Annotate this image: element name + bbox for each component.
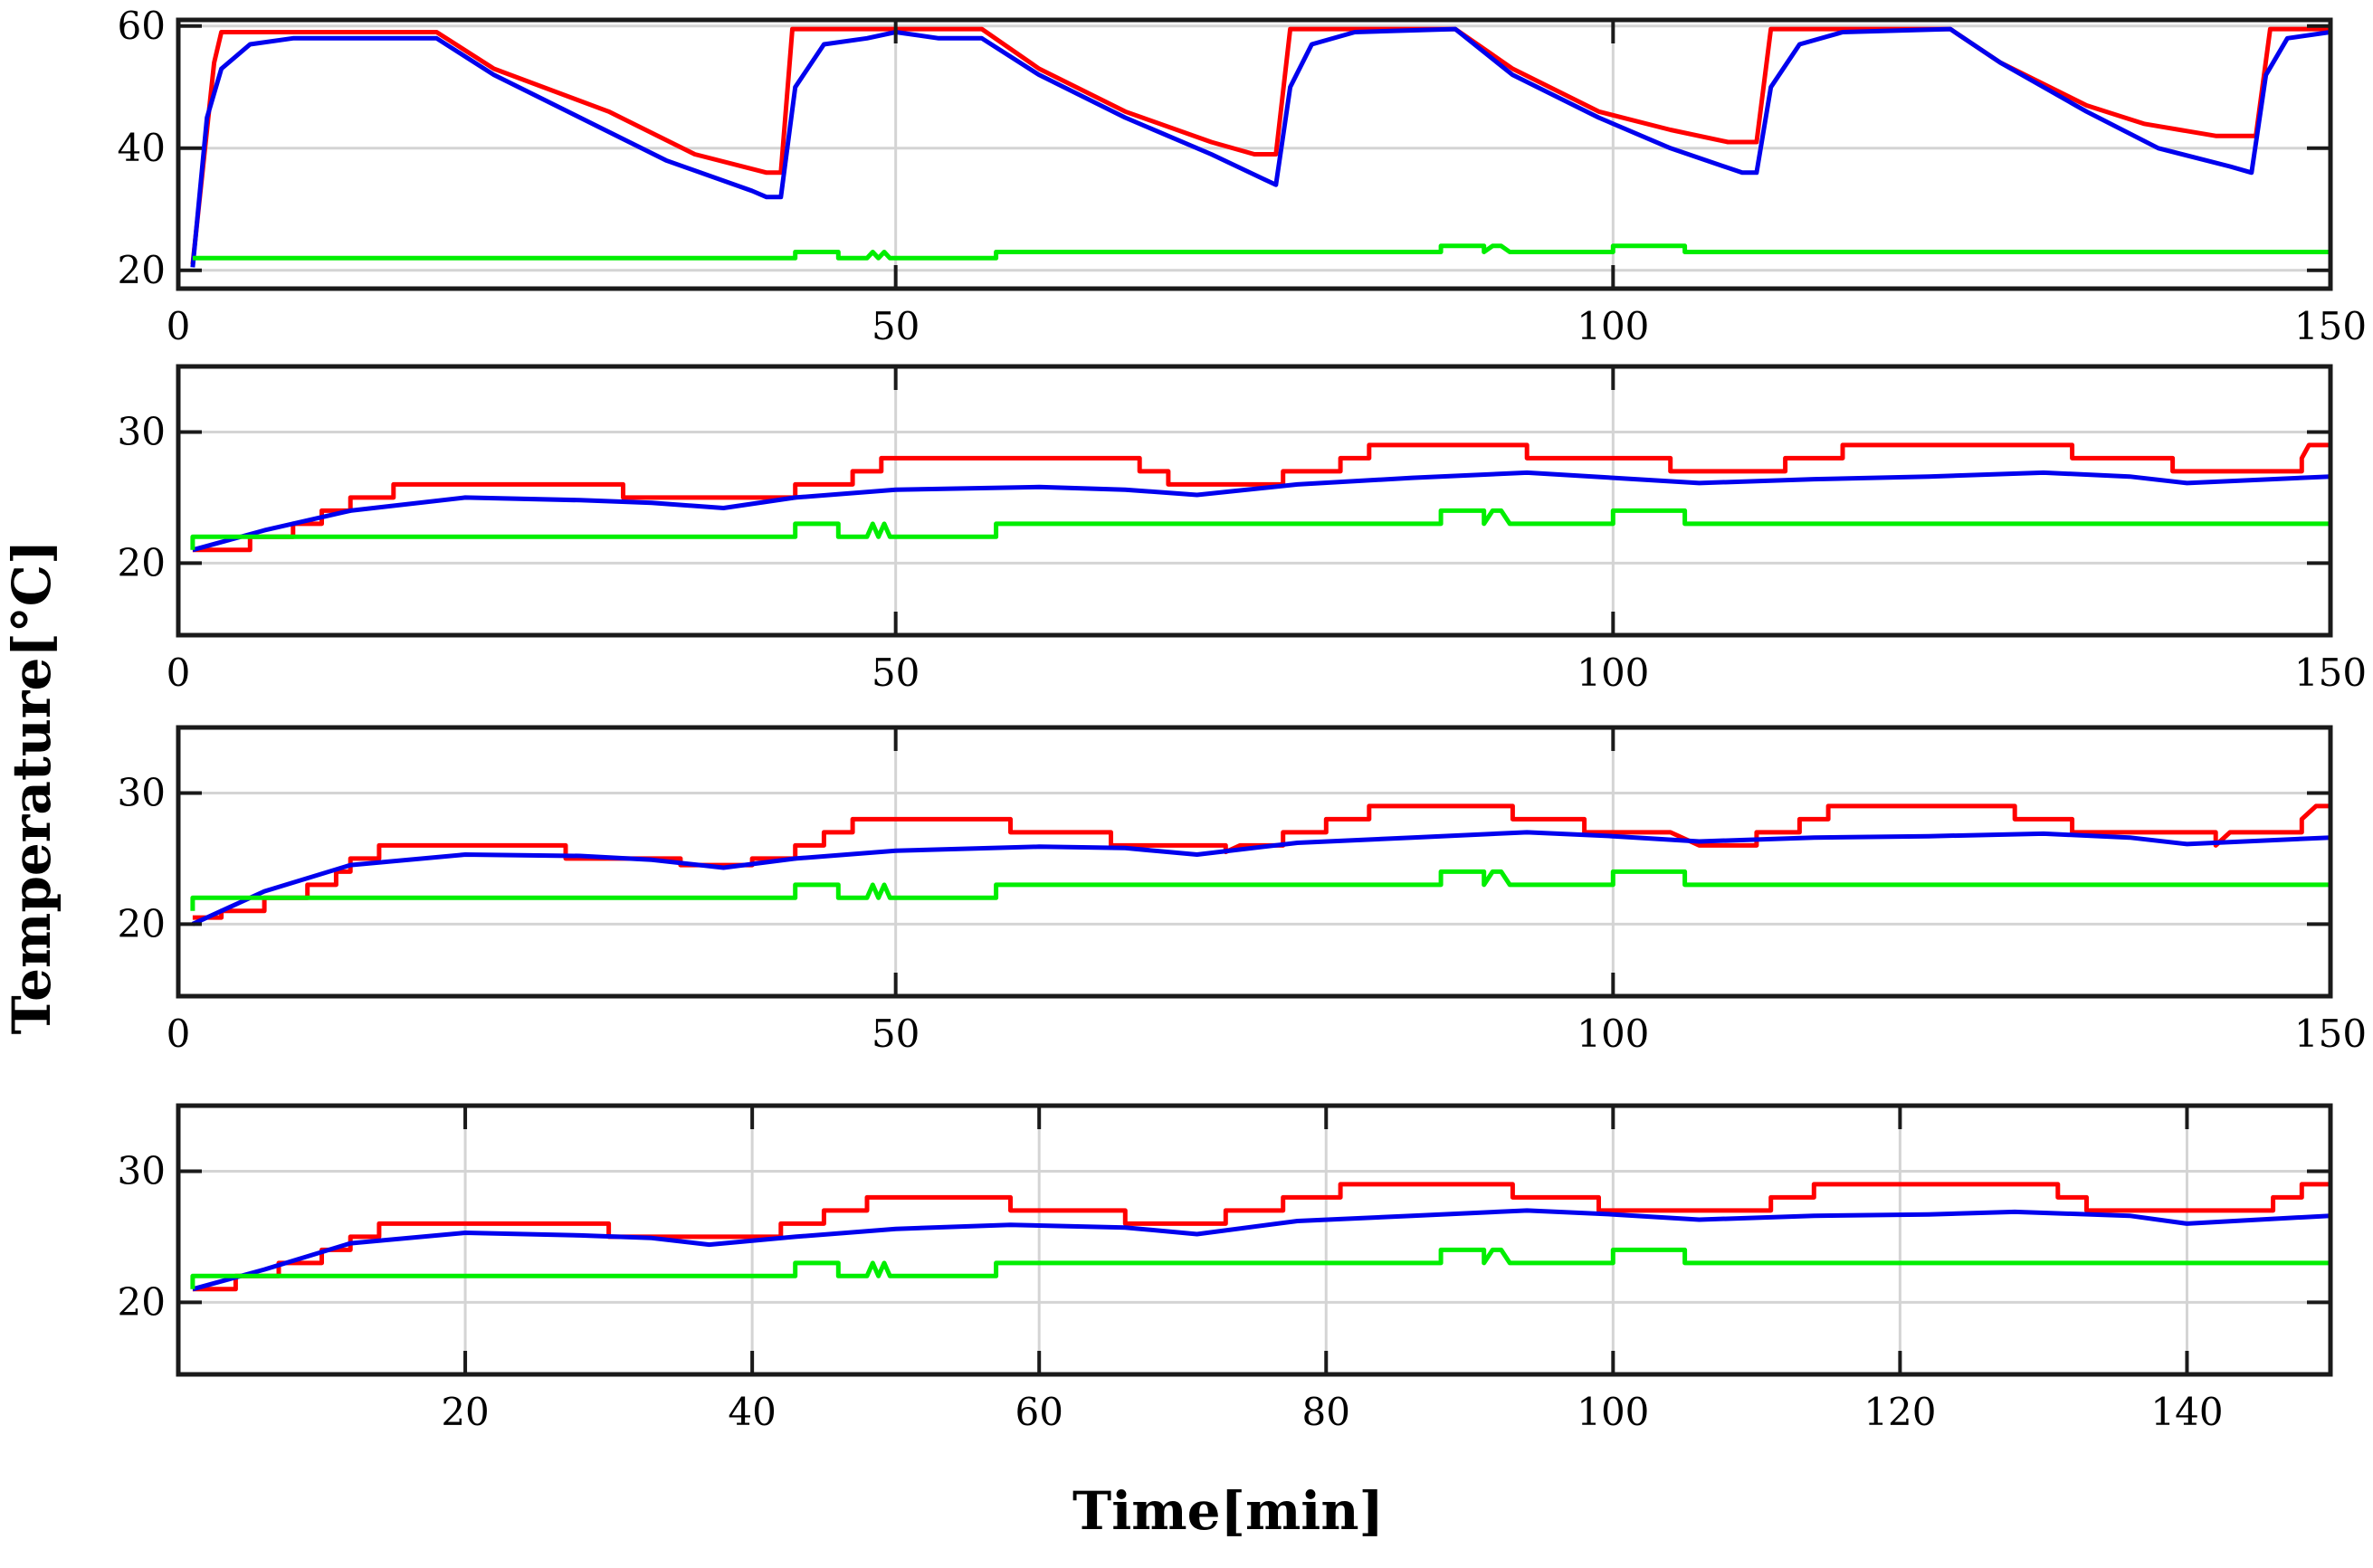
x-tick-label: 60 bbox=[1015, 1390, 1063, 1434]
series-line-2 bbox=[192, 470, 2330, 553]
series-line-3 bbox=[190, 869, 2330, 911]
y-tick-label: 30 bbox=[118, 770, 166, 814]
subplot-4: 20 40 60 80 100 120 140 20 30 bbox=[118, 1103, 2333, 1434]
x-tick-label: 0 bbox=[167, 304, 191, 348]
plot-area bbox=[178, 727, 2330, 996]
x-tick-label: 100 bbox=[1577, 1012, 1649, 1056]
x-tick-label: 120 bbox=[1863, 1390, 1936, 1434]
series-line-2 bbox=[191, 830, 2330, 927]
y-axis-title: Temperature[°C] bbox=[1, 540, 62, 1035]
series-line-3 bbox=[190, 1247, 2330, 1289]
axes-box bbox=[176, 1103, 2333, 1377]
y-tick-label: 30 bbox=[118, 1148, 166, 1193]
subplot-3: 0 50 100 150 20 30 bbox=[118, 725, 2367, 1056]
x-tick-label: 50 bbox=[872, 1012, 920, 1056]
x-tick-label: 80 bbox=[1302, 1390, 1350, 1434]
x-tick-label: 50 bbox=[872, 651, 920, 695]
x-tick-label: 150 bbox=[2294, 1012, 2367, 1056]
x-tick-label: 100 bbox=[1577, 304, 1649, 348]
y-tick-label: 30 bbox=[118, 409, 166, 453]
x-tick-label: 150 bbox=[2294, 651, 2367, 695]
x-axis-title: Time[min] bbox=[1072, 1480, 1384, 1542]
subplot-1: 0 50 100 150 20 40 60 bbox=[118, 4, 2368, 348]
x-tick-label: 150 bbox=[2294, 304, 2367, 348]
series-line-1 bbox=[190, 26, 2330, 265]
x-tick-label: 50 bbox=[872, 304, 920, 348]
series-line-2 bbox=[190, 26, 2330, 268]
series-group bbox=[190, 26, 2330, 268]
axes-box bbox=[176, 17, 2333, 291]
x-tick-label: 0 bbox=[167, 1012, 191, 1056]
series-line-3 bbox=[192, 243, 2330, 261]
series-group bbox=[190, 803, 2330, 927]
y-tick-label: 20 bbox=[118, 540, 166, 584]
series-group bbox=[190, 442, 2330, 553]
plot-area bbox=[178, 366, 2330, 635]
series-line-2 bbox=[192, 1208, 2330, 1292]
x-tick-label: 100 bbox=[1577, 1390, 1649, 1434]
y-tick-label: 60 bbox=[118, 4, 166, 48]
series-line-3 bbox=[190, 508, 2330, 550]
y-tick-label: 20 bbox=[118, 1279, 166, 1324]
y-tick-label: 20 bbox=[118, 901, 166, 946]
axes-box bbox=[176, 364, 2333, 638]
x-tick-label: 100 bbox=[1577, 651, 1649, 695]
y-tick-label: 40 bbox=[118, 126, 166, 170]
x-tick-label: 140 bbox=[2150, 1390, 2223, 1434]
subplot-2: 0 50 100 150 20 30 bbox=[118, 364, 2367, 695]
x-tick-label: 40 bbox=[728, 1390, 776, 1434]
plot-area bbox=[178, 1106, 2330, 1374]
x-tick-label: 0 bbox=[167, 651, 191, 695]
y-tick-label: 20 bbox=[118, 248, 166, 292]
x-tick-label: 20 bbox=[441, 1390, 489, 1434]
axes-box bbox=[176, 725, 2333, 999]
series-line-1 bbox=[192, 442, 2330, 553]
series-group bbox=[190, 1182, 2330, 1292]
series-line-1 bbox=[192, 803, 2330, 920]
subplots: 0 50 100 150 20 40 60 0 50 100 150 20 30 0 50 100 150 20 3… bbox=[118, 4, 2368, 1434]
